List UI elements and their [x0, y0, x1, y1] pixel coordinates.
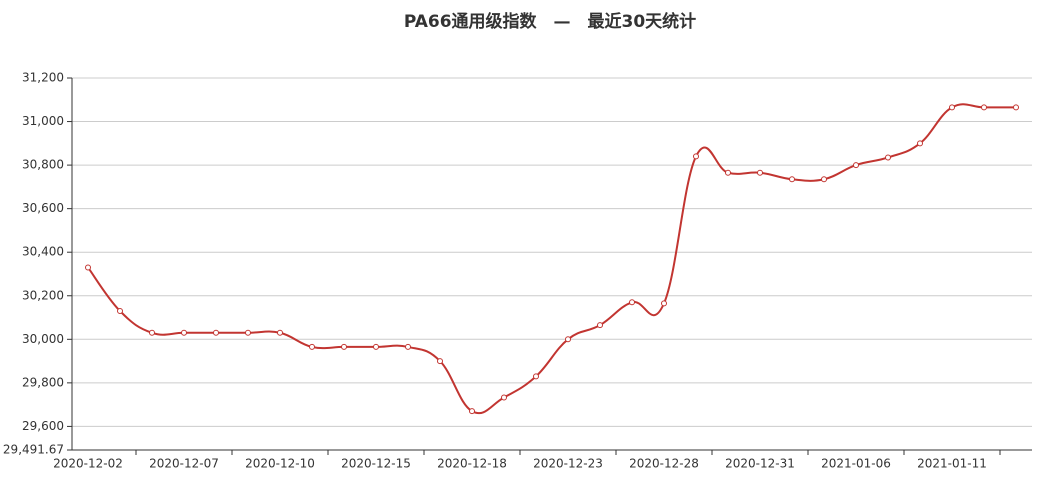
- point: [149, 329, 155, 336]
- x-tick-label: 2020-12-23: [533, 457, 603, 471]
- point: [117, 307, 123, 314]
- y-tick-label: 31,000: [22, 114, 64, 128]
- x-tick-label: 2020-12-31: [725, 457, 795, 471]
- point: [853, 162, 859, 169]
- x-tick-label: 2020-12-07: [149, 457, 219, 471]
- y-tick-label: 29,491.67: [3, 443, 64, 457]
- point: [757, 169, 763, 176]
- point: [693, 153, 699, 160]
- point: [661, 300, 667, 307]
- x-tick-label: 2020-12-02: [53, 457, 123, 471]
- point: [341, 343, 347, 350]
- point: [533, 373, 539, 380]
- point: [181, 329, 187, 336]
- x-tick-label: 2020-12-15: [341, 457, 411, 471]
- point: [981, 104, 987, 111]
- x-tick-label: 2020-12-10: [245, 457, 315, 471]
- line: [87, 103, 1016, 415]
- point: [917, 140, 923, 147]
- chart-title: PA66通用级指数 — 最近30天统计: [404, 11, 696, 32]
- point: [789, 176, 795, 183]
- point: [85, 264, 91, 271]
- point: [245, 329, 251, 336]
- x-tick-label: 2021-01-06: [821, 457, 891, 471]
- y-tick-label: 30,200: [22, 288, 64, 302]
- y-tick-label: 31,200: [22, 71, 64, 85]
- point: [437, 358, 443, 365]
- point: [213, 329, 219, 336]
- point: [629, 299, 635, 306]
- y-tick-label: 29,600: [22, 419, 64, 433]
- point: [1013, 104, 1019, 111]
- y-tick-label: 30,800: [22, 158, 64, 172]
- x-tick-label: 2020-12-18: [437, 457, 507, 471]
- y-tick-label: 29,800: [22, 375, 64, 389]
- point: [725, 169, 731, 176]
- y-tick-label: 30,400: [22, 245, 64, 259]
- x-tick-label: 2020-12-28: [629, 457, 699, 471]
- point: [373, 343, 379, 350]
- point: [309, 343, 315, 350]
- y-tick-label: 30,000: [22, 332, 64, 346]
- y-tick-label: 30,600: [22, 201, 64, 215]
- x-tick-label: 2021-01-11: [917, 457, 987, 471]
- point: [597, 322, 603, 329]
- point: [821, 176, 827, 183]
- point: [565, 336, 571, 343]
- point: [469, 408, 475, 415]
- point: [949, 104, 955, 111]
- point: [885, 154, 891, 161]
- point: [501, 394, 507, 401]
- point: [277, 329, 283, 336]
- point: [405, 343, 411, 350]
